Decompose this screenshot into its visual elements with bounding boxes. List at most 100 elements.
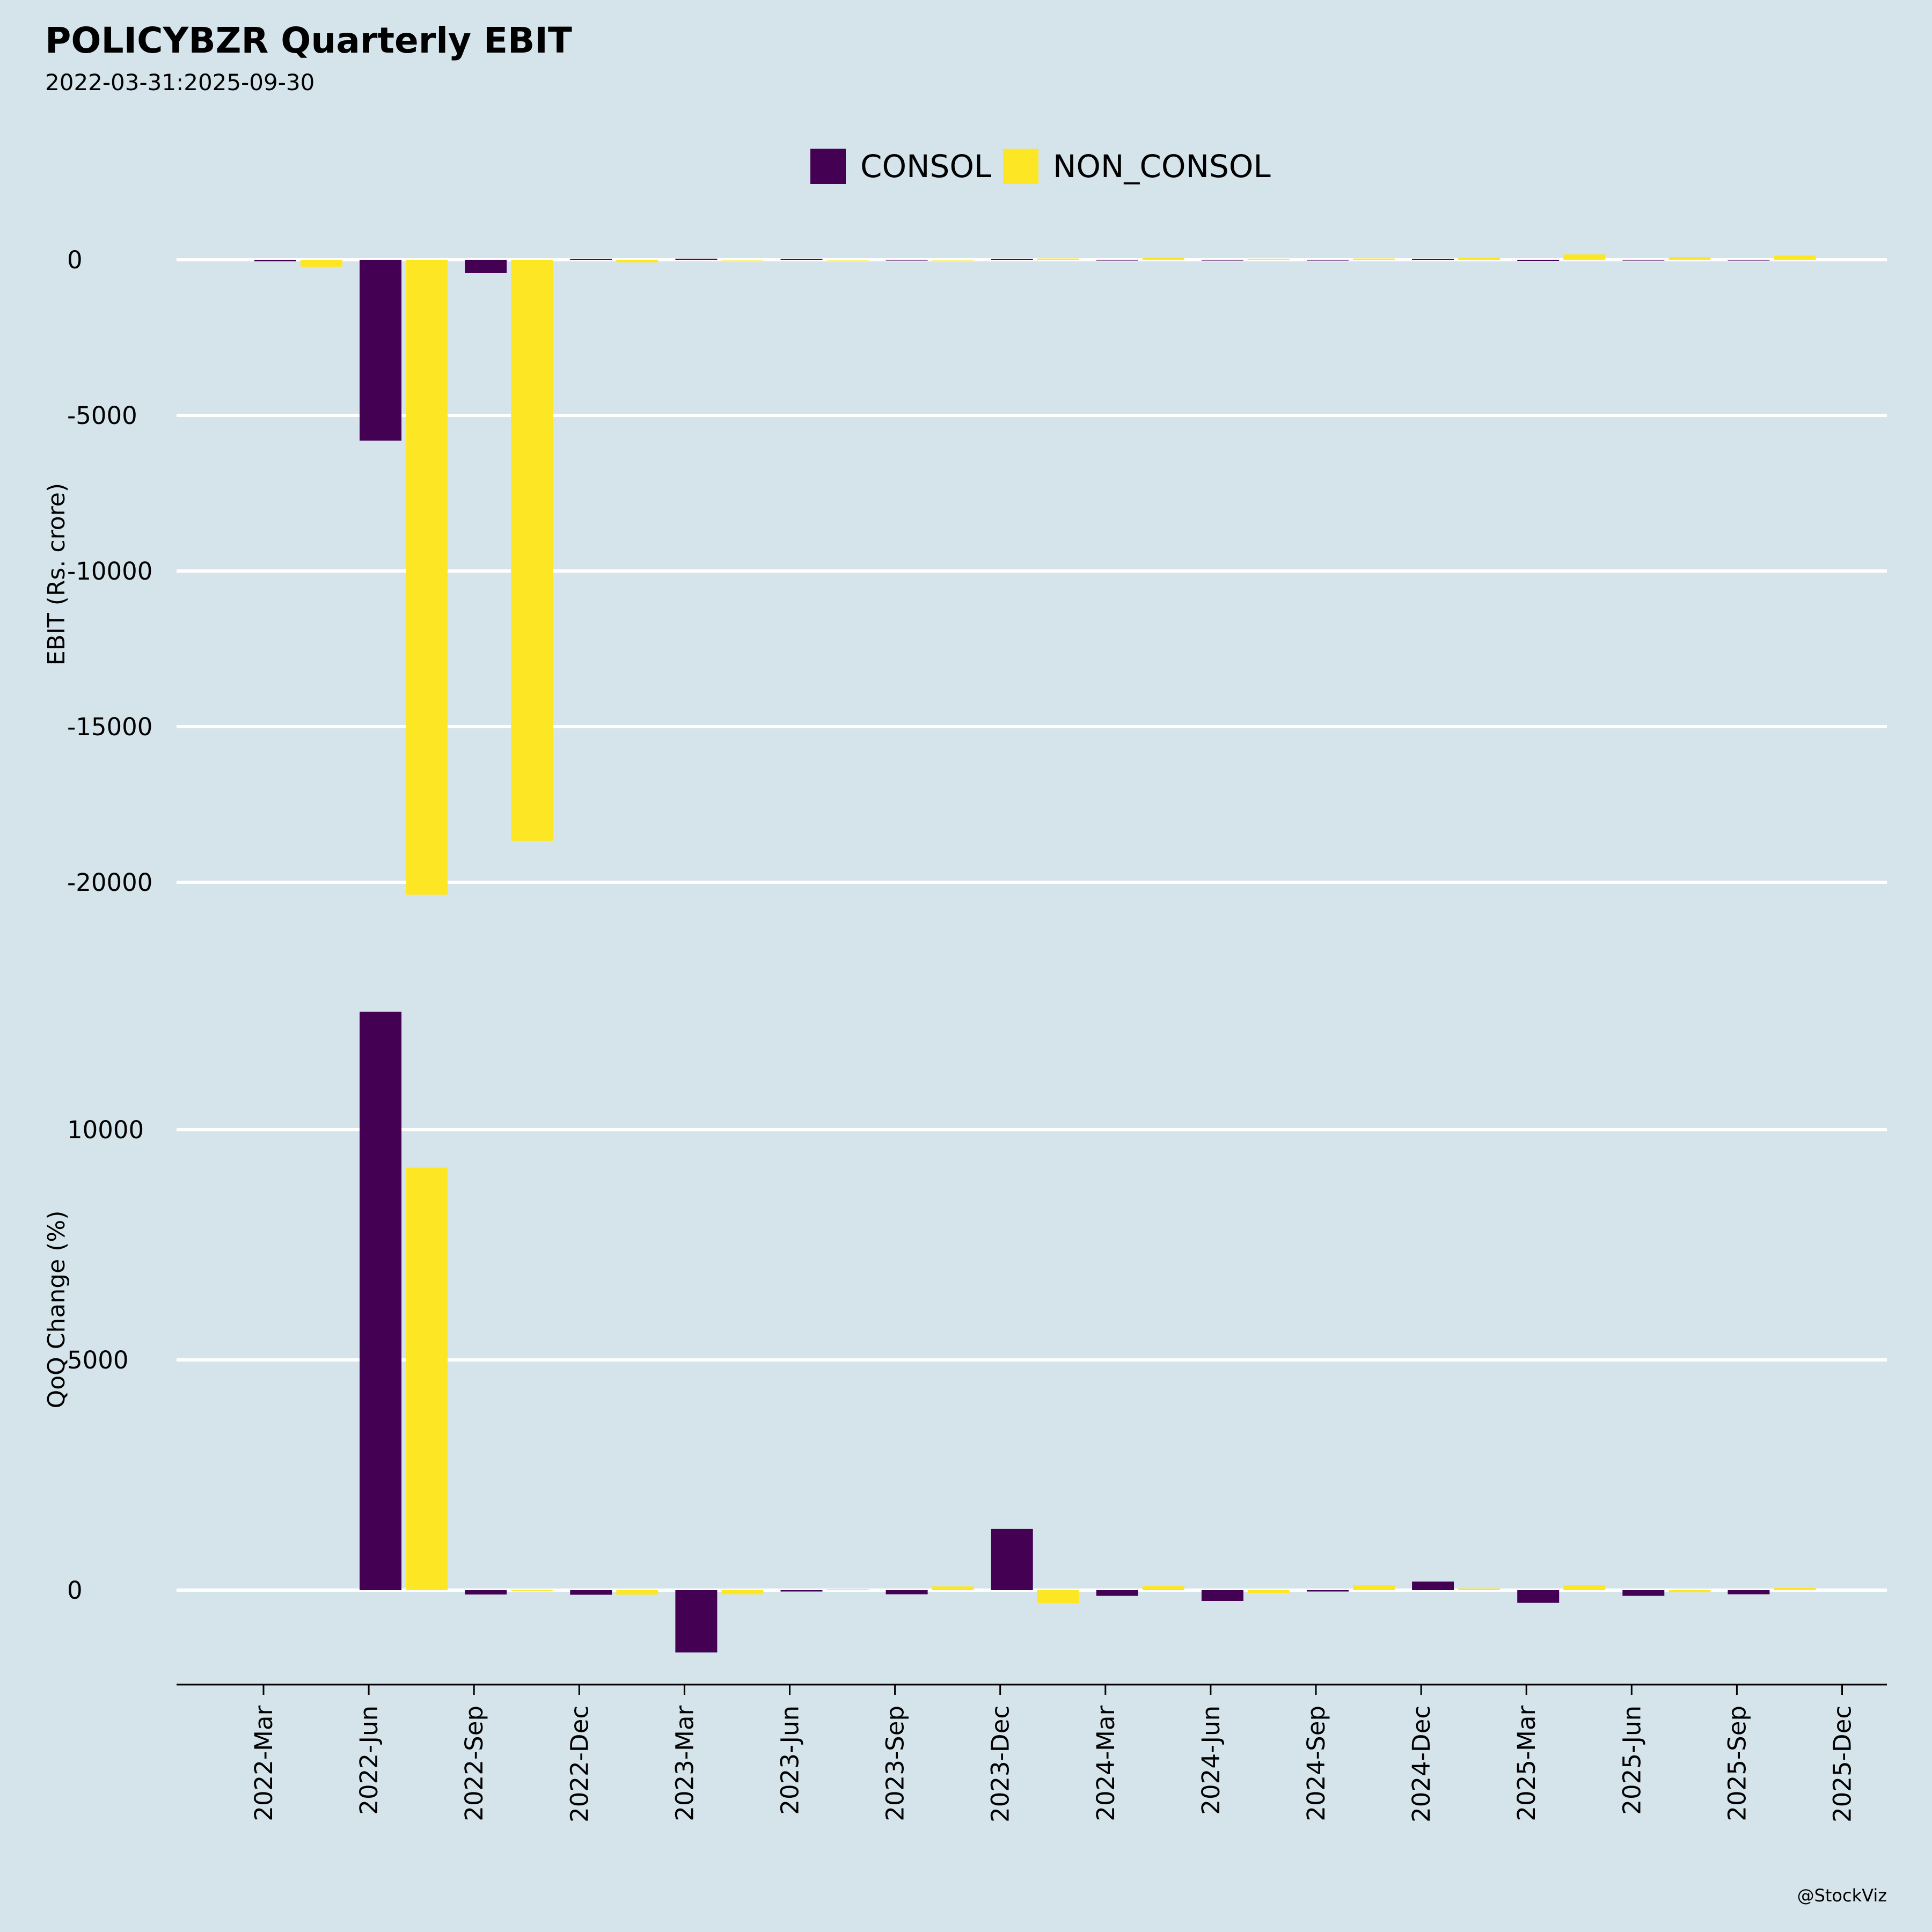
ebit-bar-consol-2022-sep [465, 260, 507, 273]
qoq-bar-consol-2023-mar [675, 1590, 718, 1653]
qoq-bar-non-consol-2023-jun [826, 1589, 869, 1590]
ebit-bar-non-consol-2025-mar [1563, 254, 1606, 260]
x-tick-label: 2024-Jun [1197, 1706, 1225, 1815]
qoq-panel: 0 5000 10000 QoQ Change (%) [43, 1012, 1887, 1653]
x-tick-label: 2023-Jun [776, 1706, 804, 1815]
qoq-bar-non-consol-2022-jun [406, 1167, 448, 1590]
qoq-bar-consol-2025-mar [1517, 1590, 1560, 1603]
ebit-bar-non-consol-2022-jun [406, 260, 448, 895]
qoq-bar-consol-2025-jun [1622, 1590, 1665, 1596]
ebit-bar-non-consol-2022-dec [616, 260, 658, 262]
ebit-panel: 0 -5000 -10000 -15000 -20000 EBIT (Rs. crore… [43, 246, 1887, 897]
qoq-bar-non-consol-2023-mar [721, 1590, 764, 1594]
x-tick-label: 2023-Dec [986, 1706, 1015, 1823]
x-tick-label: 2022-Mar [250, 1706, 278, 1821]
x-tick-label: 2024-Mar [1092, 1706, 1120, 1821]
qoq-bar-consol-2025-sep [1728, 1590, 1770, 1594]
qoq-y-axis-label: QoQ Change (%) [43, 1211, 70, 1409]
ebit-bar-non-consol-2024-jun [1247, 259, 1290, 260]
ebit-bar-consol-2023-mar [675, 258, 718, 260]
x-tick-label: 2025-Mar [1512, 1706, 1541, 1821]
ebit-bar-consol-2025-sep [1728, 260, 1770, 261]
x-tick-label: 2022-Sep [460, 1706, 488, 1821]
x-tick-label: 2022-Dec [565, 1706, 594, 1823]
ebit-bar-non-consol-2023-sep [932, 260, 974, 261]
ebit-bar-consol-2024-sep [1307, 260, 1349, 261]
x-tick-label: 2023-Sep [881, 1706, 910, 1821]
ebit-bar-non-consol-2022-sep [511, 260, 553, 841]
ebit-y-tick-label: -15000 [67, 713, 152, 741]
qoq-bar-consol-2022-sep [465, 1590, 507, 1595]
ebit-bar-non-consol-2025-sep [1774, 255, 1816, 260]
ebit-y-tick-label: -10000 [67, 557, 152, 586]
ebit-bars [254, 254, 1816, 895]
ebit-bar-consol-2024-mar [1096, 260, 1138, 261]
legend-label-consol: CONSOL [860, 148, 991, 185]
x-ticks: 2022-Mar 2022-Jun 2022-Sep 2022-Dec 2023-Mar… [250, 1685, 1857, 1823]
qoq-bar-non-consol-2023-sep [932, 1586, 974, 1590]
qoq-y-tick-label: 0 [67, 1576, 83, 1605]
qoq-bar-non-consol-2025-jun [1668, 1590, 1711, 1593]
qoq-y-tick-label: 5000 [67, 1346, 129, 1374]
qoq-bar-non-consol-2025-sep [1774, 1587, 1816, 1590]
x-tick-label: 2024-Sep [1302, 1706, 1330, 1821]
x-tick-label: 2025-Jun [1618, 1706, 1646, 1815]
ebit-bar-non-consol-2023-mar [721, 260, 764, 261]
qoq-bar-non-consol-2025-mar [1563, 1585, 1606, 1590]
ebit-y-axis-label: EBIT (Rs. crore) [43, 483, 70, 665]
qoq-bar-consol-2024-mar [1096, 1590, 1138, 1596]
x-tick-label: 2025-Dec [1828, 1706, 1857, 1823]
ebit-bar-consol-2023-sep [885, 260, 928, 261]
ebit-y-tick-label: -5000 [67, 401, 137, 430]
ebit-bar-consol-2025-mar [1517, 260, 1560, 261]
qoq-bar-consol-2024-jun [1201, 1590, 1243, 1601]
qoq-bar-non-consol-2022-dec [616, 1590, 658, 1595]
ebit-y-tick-label: -20000 [67, 868, 152, 897]
x-axis: 2022-Mar 2022-Jun 2022-Sep 2022-Dec 2023-Mar… [177, 1684, 1887, 1823]
qoq-bar-consol-2024-dec [1412, 1581, 1454, 1590]
qoq-bars [360, 1012, 1816, 1653]
ebit-bar-non-consol-2023-dec [1037, 258, 1079, 260]
qoq-bar-non-consol-2024-jun [1247, 1590, 1290, 1593]
chart-title: POLICYBZR Quarterly EBIT [45, 20, 572, 61]
ebit-bar-non-consol-2024-sep [1353, 258, 1395, 260]
qoq-bar-non-consol-2023-dec [1037, 1590, 1079, 1604]
ebit-bar-consol-2023-dec [991, 259, 1033, 260]
ebit-bar-consol-2022-dec [570, 259, 612, 260]
ebit-bar-consol-2022-mar [254, 260, 296, 261]
qoq-bar-non-consol-2024-dec [1458, 1588, 1501, 1590]
qoq-bar-consol-2022-jun [360, 1012, 402, 1590]
ebit-bar-consol-2025-jun [1622, 260, 1665, 261]
x-tick-label: 2023-Mar [670, 1706, 699, 1821]
legend-swatch-consol [810, 149, 846, 184]
ebit-bar-non-consol-2022-mar [301, 260, 342, 267]
ebit-bar-consol-2024-dec [1412, 259, 1454, 260]
qoq-bar-non-consol-2024-mar [1142, 1586, 1184, 1590]
qoq-bar-consol-2024-sep [1307, 1590, 1349, 1592]
qoq-bar-non-consol-2022-sep [511, 1590, 553, 1591]
ebit-y-tick-label: 0 [67, 246, 83, 274]
ebit-y-tick-labels: 0 -5000 -10000 -15000 -20000 [67, 246, 152, 897]
watermark: @StockViz [1797, 1885, 1887, 1906]
chart-subtitle: 2022-03-31:2025-09-30 [45, 69, 314, 96]
ebit-bar-non-consol-2024-mar [1142, 257, 1184, 260]
qoq-bar-consol-2023-jun [780, 1590, 823, 1592]
qoq-bar-consol-2022-dec [570, 1590, 612, 1595]
x-tick-label: 2024-Dec [1407, 1706, 1436, 1823]
ebit-bar-consol-2023-jun [780, 259, 823, 260]
legend: CONSOL NON_CONSOL [810, 148, 1271, 185]
ebit-bar-non-consol-2024-dec [1458, 258, 1501, 260]
ebit-bar-consol-2022-jun [360, 260, 402, 441]
ebit-bar-non-consol-2025-jun [1668, 257, 1711, 260]
qoq-bar-consol-2023-dec [991, 1528, 1033, 1590]
qoq-bar-consol-2023-sep [885, 1590, 928, 1594]
qoq-y-tick-labels: 0 5000 10000 [67, 1116, 144, 1605]
qoq-y-tick-label: 10000 [67, 1116, 144, 1144]
x-tick-label: 2022-Jun [355, 1706, 383, 1815]
x-tick-label: 2025-Sep [1723, 1706, 1751, 1821]
qoq-bar-non-consol-2024-sep [1353, 1585, 1395, 1590]
ebit-bar-consol-2024-jun [1201, 260, 1243, 261]
ebit-bar-non-consol-2023-jun [826, 260, 869, 261]
legend-swatch-non-consol [1003, 149, 1038, 184]
